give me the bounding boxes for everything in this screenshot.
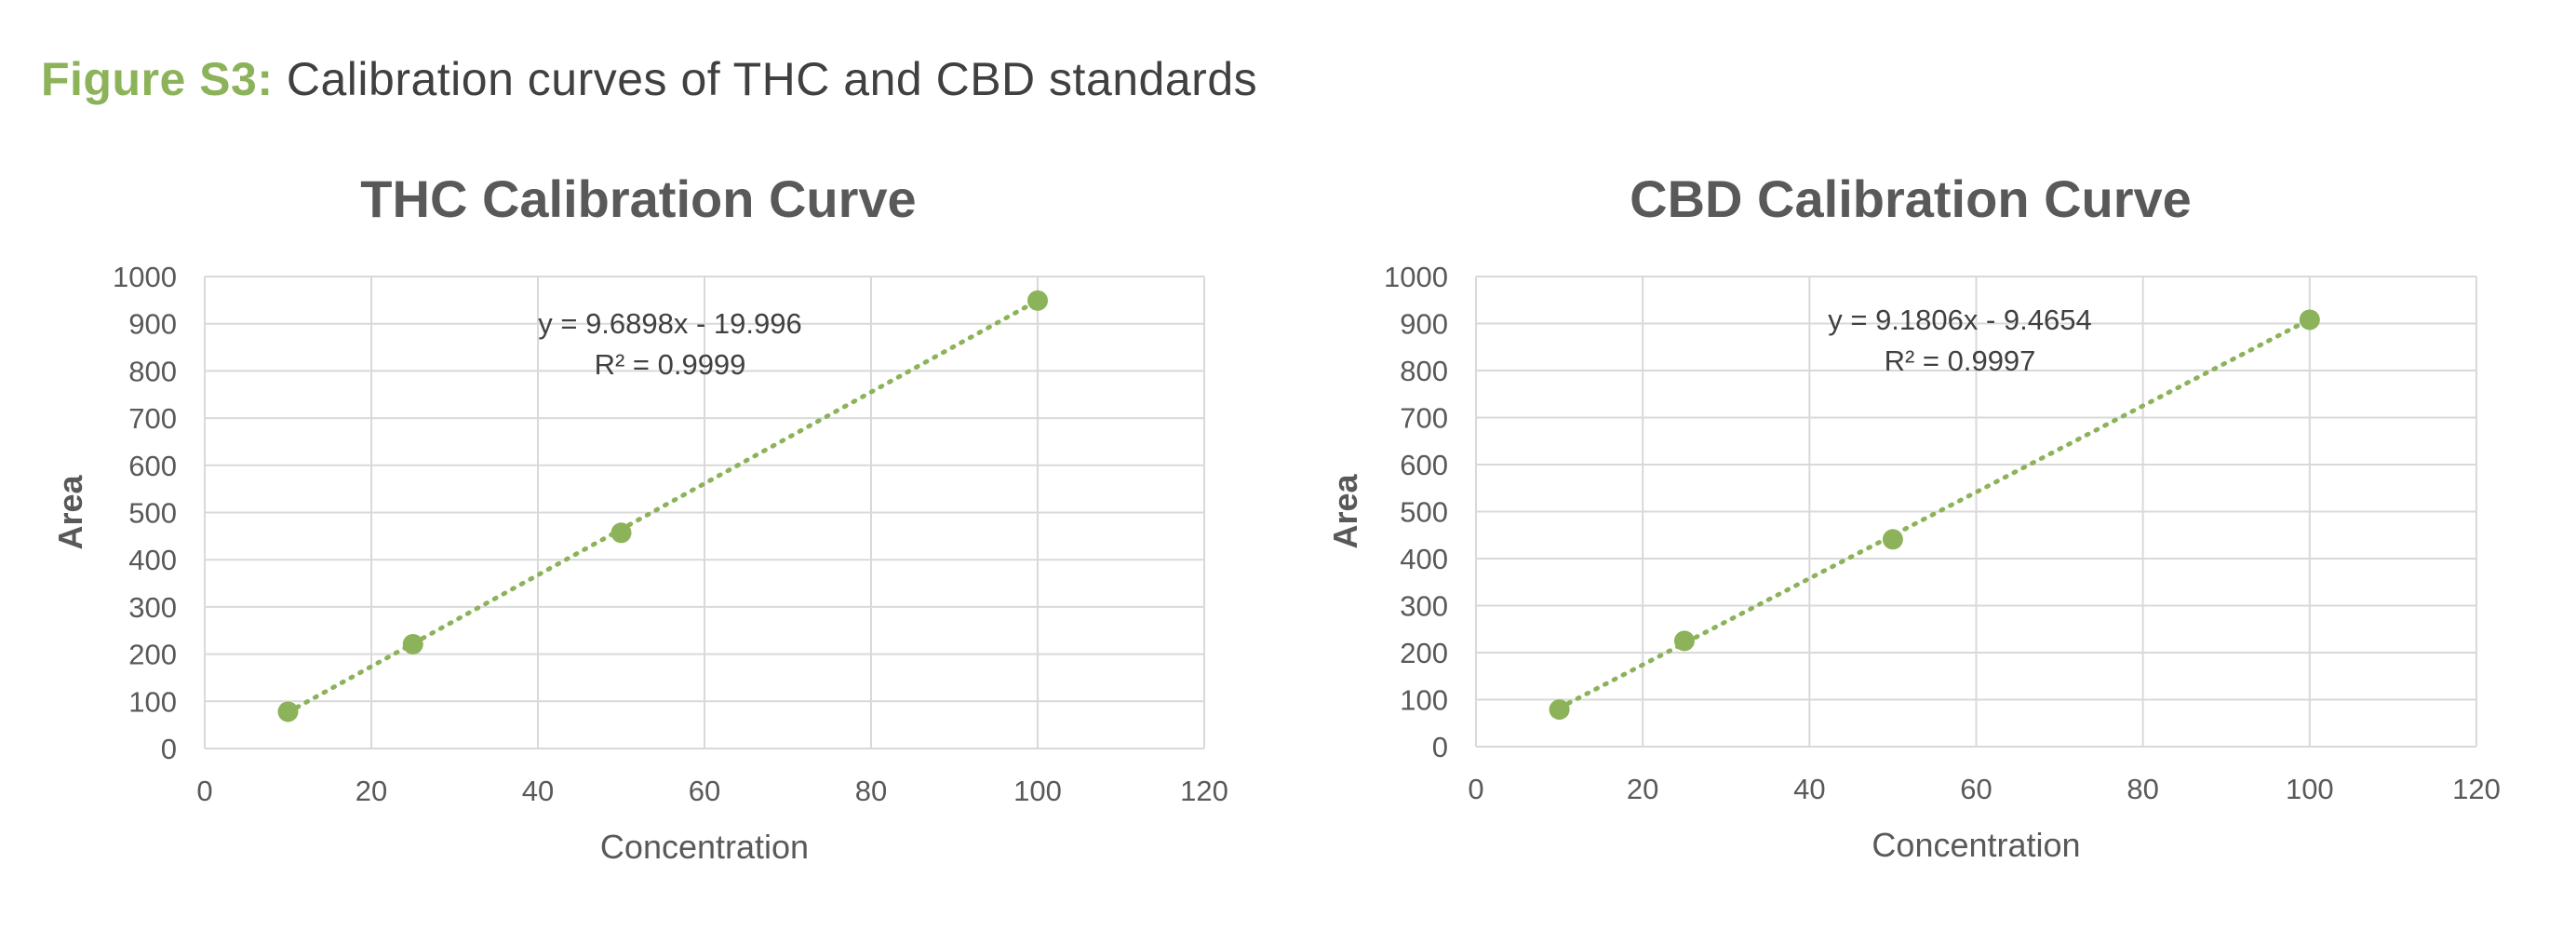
cbd-chart-svg: CBD Calibration Curve0100200300400500600…	[1326, 169, 2501, 864]
y-tick-label: 900	[1400, 308, 1448, 341]
chart-title: CBD Calibration Curve	[1630, 169, 2192, 228]
y-axis-title: Area	[51, 475, 89, 550]
y-tick-label: 200	[128, 639, 177, 671]
data-point	[402, 633, 423, 654]
y-tick-label: 1000	[113, 261, 177, 293]
y-tick-label: 800	[1400, 355, 1448, 387]
x-tick-label: 60	[1960, 773, 1992, 805]
data-point	[277, 701, 299, 722]
figure-caption-text: Calibration curves of THC and CBD standa…	[273, 53, 1258, 105]
y-tick-label: 200	[1400, 637, 1448, 669]
y-tick-label: 700	[1400, 402, 1448, 435]
x-tick-label: 120	[2452, 773, 2501, 805]
trendline-r2: R² = 0.9999	[595, 348, 746, 381]
trendline-equation: y = 9.6898x - 19.996	[538, 307, 802, 340]
x-axis-title: Concentration	[600, 828, 809, 866]
chart-title: THC Calibration Curve	[360, 169, 916, 228]
figure-caption: Figure S3: Calibration curves of THC and…	[41, 52, 1257, 106]
x-tick-label: 40	[522, 775, 554, 807]
y-tick-label: 600	[128, 450, 177, 482]
y-tick-label: 100	[1400, 684, 1448, 717]
data-point	[1549, 699, 1570, 721]
y-tick-label: 1000	[1384, 261, 1448, 293]
x-axis-title: Concentration	[1872, 826, 2080, 864]
y-tick-label: 400	[1400, 543, 1448, 575]
data-point	[1673, 630, 1695, 652]
y-tick-label: 0	[1432, 731, 1448, 763]
trendline	[1557, 317, 2313, 710]
x-tick-label: 0	[1468, 773, 1483, 805]
data-point	[1027, 290, 1048, 311]
y-tick-label: 500	[128, 497, 177, 530]
trendline-equation: y = 9.1806x - 9.4654	[1828, 304, 2092, 336]
y-tick-label: 0	[161, 733, 177, 765]
y-tick-label: 100	[128, 685, 177, 718]
x-tick-label: 80	[2127, 773, 2158, 805]
y-tick-label: 500	[1400, 496, 1448, 529]
x-tick-label: 100	[1013, 775, 1062, 807]
x-tick-label: 20	[356, 775, 387, 807]
thc-chart: THC Calibration Curve 0 100 200 300 400 500 600…	[51, 169, 1228, 866]
cbd-chart: CBD Calibration Curve 0 100 200 300 400 500 600…	[1275, 0, 2563, 931]
x-tick-label: 120	[1180, 775, 1228, 807]
x-tick-label: 40	[1793, 773, 1825, 805]
trendline-r2: R² = 0.9997	[1885, 344, 2036, 377]
y-tick-label: 600	[1400, 449, 1448, 481]
y-tick-label: 900	[128, 308, 177, 341]
y-axis-title: Area	[1326, 474, 1364, 549]
thc-chart-svg: THC Calibration Curve0100200300400500600…	[51, 169, 1228, 866]
x-tick-label: 0	[196, 775, 212, 807]
y-tick-label: 300	[128, 591, 177, 624]
data-point	[610, 522, 632, 544]
y-tick-label: 400	[128, 544, 177, 576]
x-tick-label: 100	[2286, 773, 2334, 805]
x-tick-label: 60	[689, 775, 720, 807]
y-tick-label: 700	[128, 402, 177, 435]
figure-label: Figure S3:	[41, 53, 274, 105]
y-tick-label: 300	[1400, 590, 1448, 623]
x-tick-label: 80	[855, 775, 887, 807]
data-point	[1882, 529, 1903, 550]
data-point	[2299, 309, 2320, 331]
x-tick-label: 20	[1627, 773, 1658, 805]
y-tick-label: 800	[128, 355, 177, 387]
